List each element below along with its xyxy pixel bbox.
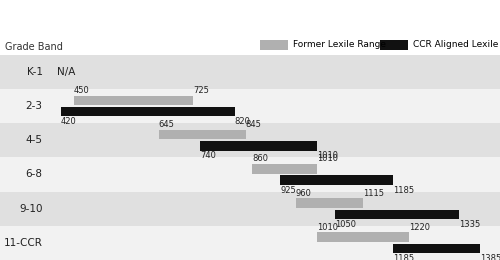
Bar (252, 164, 318, 174)
Bar (50, 89, 500, 123)
Bar (0, 157, 50, 192)
Bar (260, 40, 287, 50)
Bar (50, 55, 500, 89)
Text: Former Lexile Range: Former Lexile Range (292, 40, 386, 49)
Text: 2-3: 2-3 (26, 101, 42, 111)
Text: 1010: 1010 (318, 151, 338, 160)
Text: 645: 645 (158, 120, 174, 129)
Text: 960: 960 (296, 188, 312, 198)
Text: 860: 860 (252, 154, 268, 163)
Text: 1220: 1220 (408, 223, 430, 232)
Text: Comparison of Former and CCR-Aligned Lexile Ranges: Comparison of Former and CCR-Aligned Lex… (8, 9, 500, 27)
Text: 1050: 1050 (335, 220, 356, 229)
Text: 725: 725 (194, 86, 210, 95)
Text: 1115: 1115 (363, 188, 384, 198)
Text: 1010: 1010 (318, 154, 338, 163)
Text: CCR Aligned Lexile Range: CCR Aligned Lexile Range (412, 40, 500, 49)
Text: 1010: 1010 (318, 223, 338, 232)
Text: 925: 925 (280, 186, 296, 194)
Bar (0, 89, 50, 123)
Bar (158, 130, 246, 139)
Text: 1185: 1185 (394, 254, 414, 260)
Bar (318, 232, 408, 242)
Bar (280, 175, 394, 185)
Text: Grade Band: Grade Band (5, 42, 63, 52)
Text: 820: 820 (235, 117, 250, 126)
Text: N/A: N/A (56, 67, 75, 77)
Bar (74, 95, 194, 105)
Text: 1335: 1335 (458, 220, 480, 229)
Bar (50, 157, 500, 192)
Text: 4-5: 4-5 (26, 135, 42, 145)
Text: 11-CCR: 11-CCR (4, 238, 42, 248)
Text: 450: 450 (74, 86, 90, 95)
Bar (335, 210, 458, 219)
Bar (50, 192, 500, 226)
Bar (0, 55, 50, 89)
Bar (61, 107, 235, 116)
Bar (394, 244, 480, 253)
Text: 845: 845 (246, 120, 262, 129)
Bar (0, 123, 50, 157)
Bar (380, 40, 407, 50)
Text: K-1: K-1 (26, 67, 42, 77)
Bar (50, 123, 500, 157)
Bar (0, 226, 50, 260)
Bar (296, 198, 363, 208)
Bar (0, 192, 50, 226)
Bar (50, 226, 500, 260)
Text: 6-8: 6-8 (26, 170, 42, 179)
Bar (200, 141, 318, 151)
Text: 740: 740 (200, 151, 216, 160)
Text: 1385: 1385 (480, 254, 500, 260)
Text: 1185: 1185 (394, 186, 414, 194)
Text: 420: 420 (61, 117, 76, 126)
Text: 9-10: 9-10 (19, 204, 42, 214)
